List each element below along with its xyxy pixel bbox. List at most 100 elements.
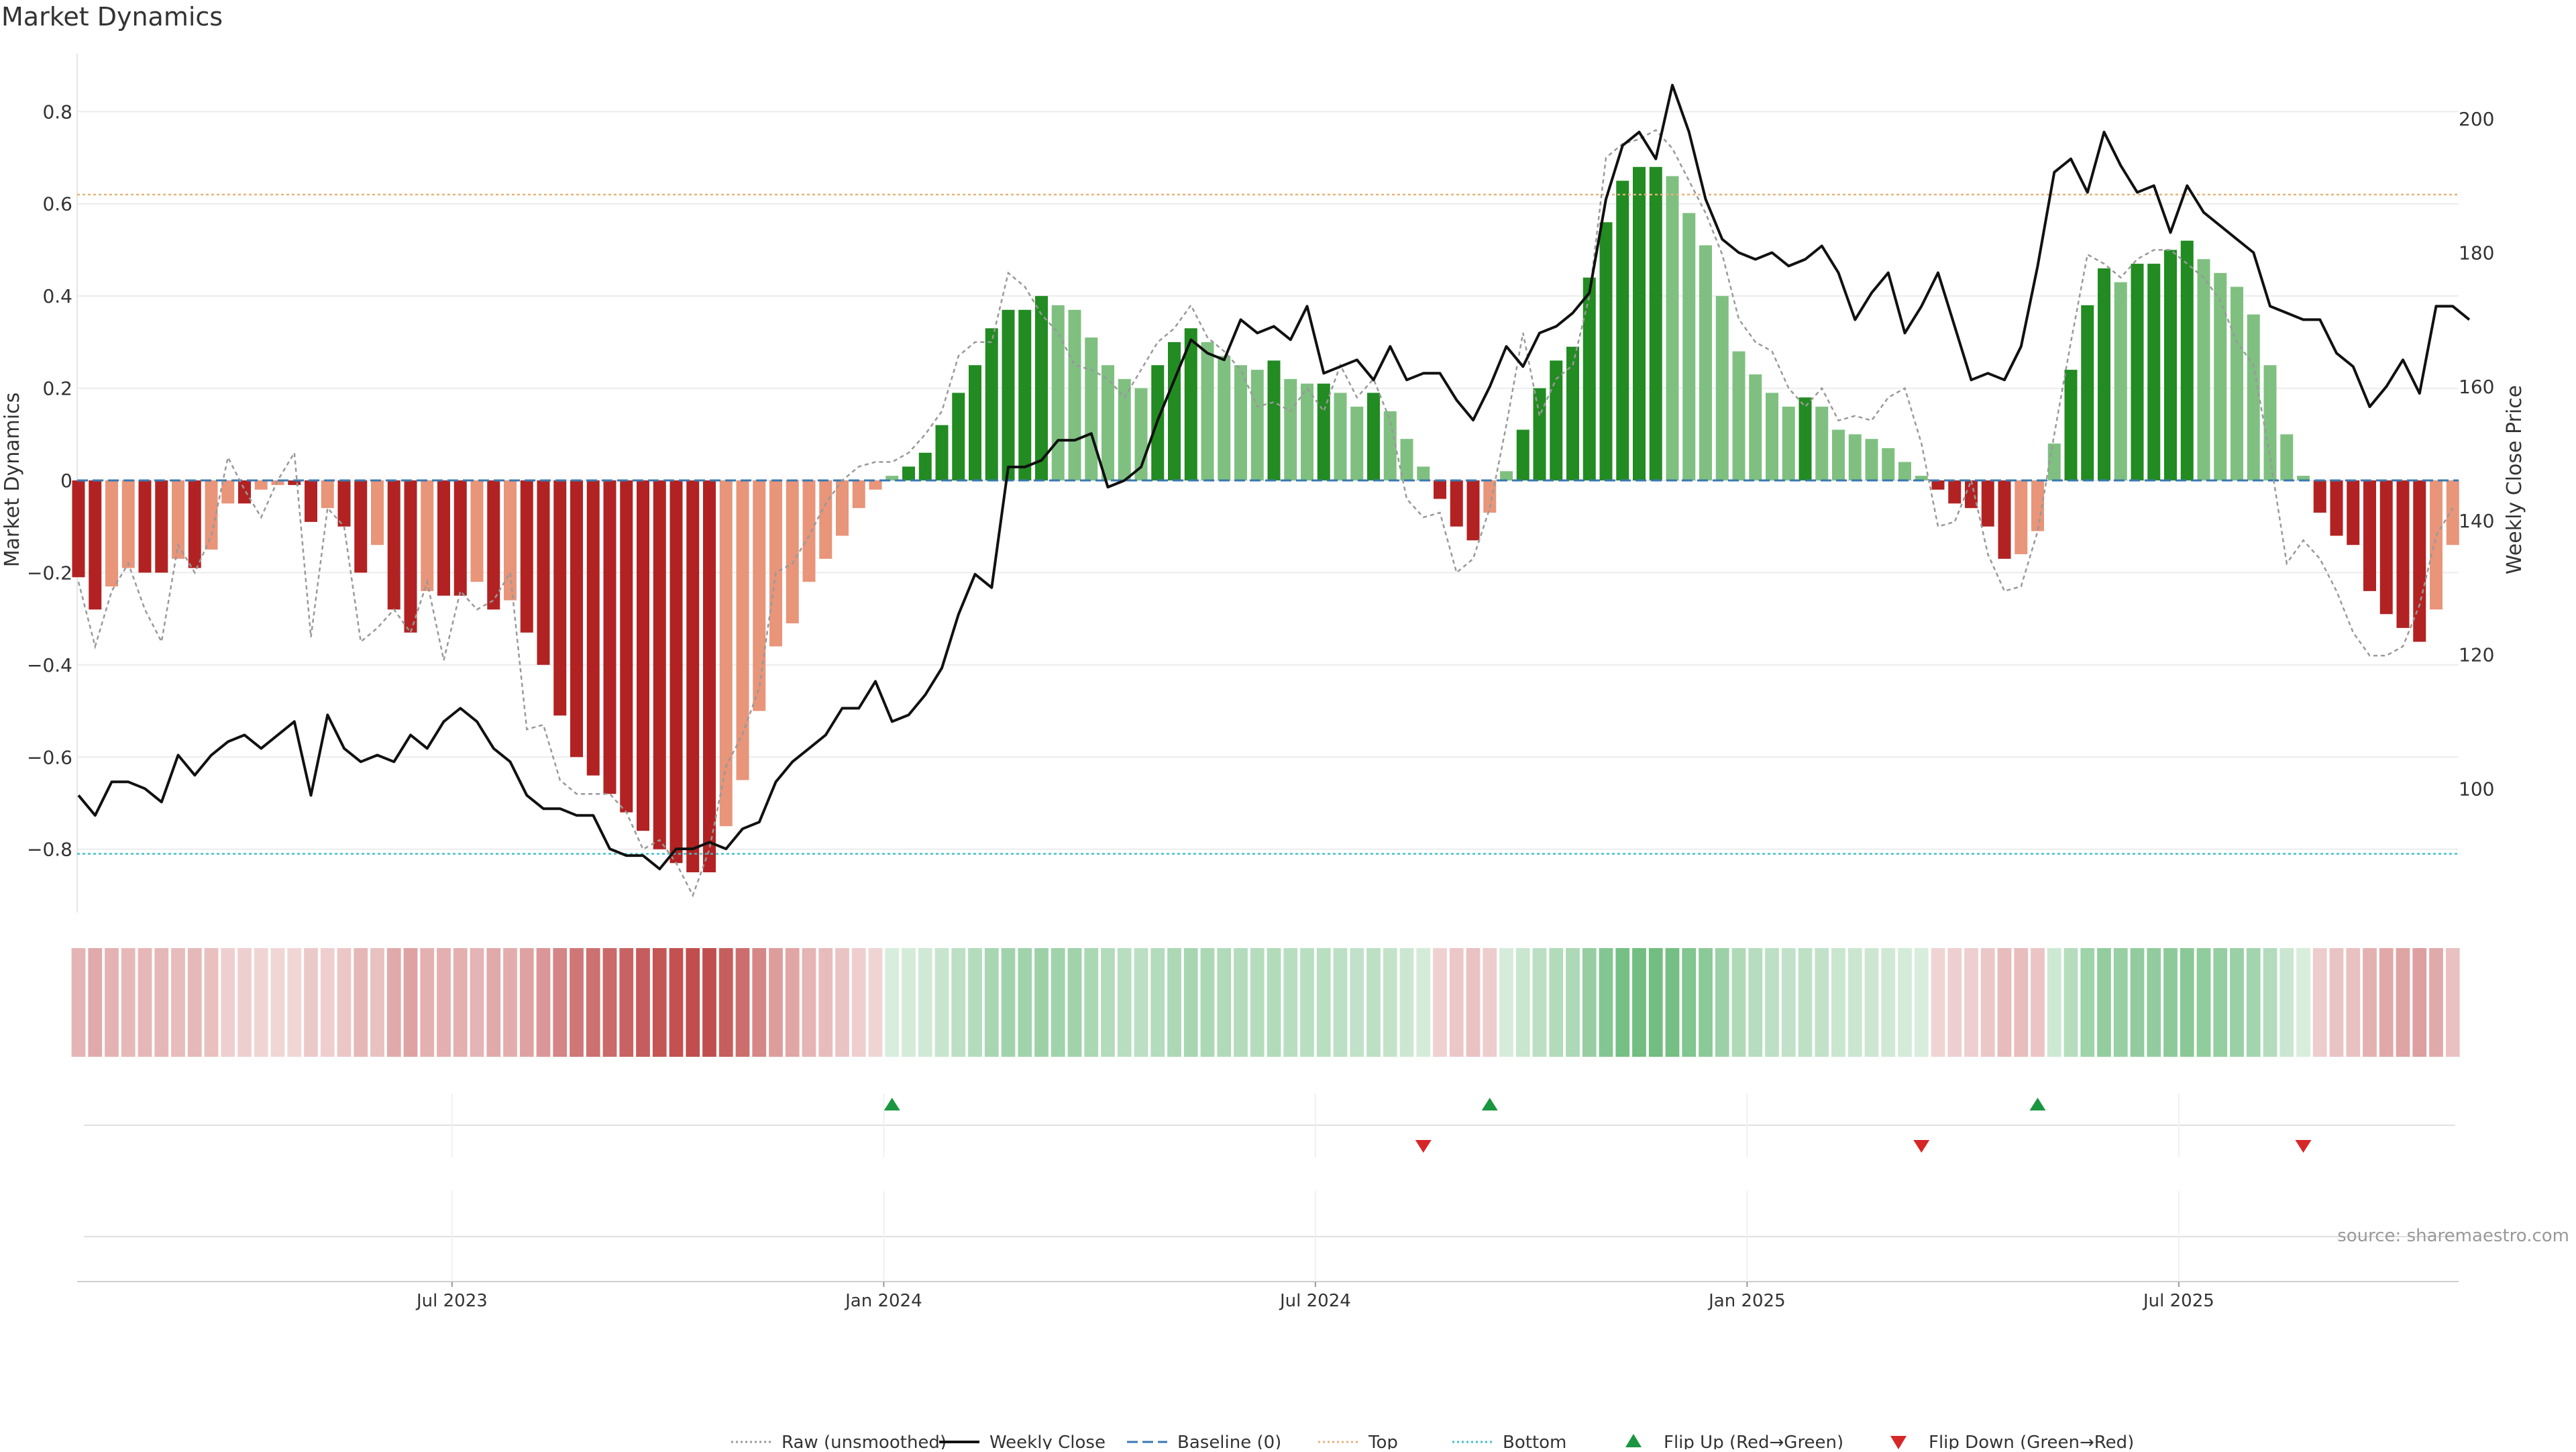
legend-item-6: Flip Down (Green→Red): [1890, 1433, 2134, 1452]
momentum-bar-17: [354, 480, 368, 573]
momentum-heat-strip: [71, 948, 2460, 1057]
strip-cell-8: [204, 948, 219, 1057]
strip-cell-102: [1765, 948, 1779, 1057]
momentum-bar-121: [2081, 305, 2094, 480]
strip-cell-62: [1101, 948, 1115, 1057]
strip-cell-2: [105, 948, 119, 1057]
strip-cell-97: [1682, 948, 1697, 1057]
y-tick-left-2: 0.4: [42, 285, 72, 307]
momentum-bar-107: [1848, 434, 1862, 480]
strip-cell-131: [2246, 948, 2261, 1057]
momentum-bar-74: [1301, 383, 1313, 480]
strip-cell-22: [437, 948, 451, 1057]
momentum-bars: [72, 166, 2459, 873]
y-tick-left-1: 0.6: [42, 193, 72, 215]
strip-cell-94: [1632, 948, 1646, 1057]
strip-cell-39: [718, 948, 733, 1057]
strip-cell-92: [1599, 948, 1613, 1057]
strip-cell-23: [453, 948, 468, 1057]
strip-cell-42: [769, 948, 783, 1057]
momentum-bar-43: [786, 480, 799, 623]
strip-cell-79: [1383, 948, 1397, 1057]
momentum-bar-132: [2263, 365, 2277, 480]
axis-ticks: 0.8 0.6 0.4 0.2 0 −0.2 −0.4 −0.6 −0.8 200 180 160 14…: [27, 101, 2494, 1311]
strip-cell-95: [1648, 948, 1663, 1057]
strip-cell-105: [1815, 948, 1829, 1057]
strip-cell-54: [968, 948, 982, 1057]
legend-item-2: Baseline (0): [1127, 1433, 1281, 1452]
strip-cell-100: [1731, 948, 1746, 1057]
momentum-bar-100: [1732, 351, 1746, 480]
strip-cell-122: [2097, 948, 2111, 1057]
momentum-bar-133: [2280, 434, 2294, 480]
momentum-bar-12: [271, 480, 284, 485]
strip-cell-141: [2412, 948, 2427, 1057]
strip-cell-130: [2230, 948, 2244, 1057]
legend-label-6: Flip Down (Green→Red): [1929, 1433, 2134, 1449]
flip-down-marker-5: [2295, 1140, 2312, 1153]
strip-cell-69: [1217, 948, 1232, 1057]
legend-label-1: Weekly Close: [989, 1433, 1106, 1449]
momentum-bar-104: [1799, 397, 1812, 480]
momentum-bar-95: [1649, 166, 1662, 480]
momentum-bar-2: [105, 480, 118, 587]
strip-cell-11: [254, 948, 268, 1057]
momentum-bar-24: [470, 480, 484, 582]
strip-cell-35: [652, 948, 667, 1057]
momentum-bar-46: [836, 480, 849, 536]
momentum-bar-91: [1582, 277, 1596, 480]
momentum-bar-44: [802, 480, 816, 582]
momentum-bar-122: [2098, 268, 2110, 480]
momentum-bar-9: [221, 480, 235, 504]
momentum-bar-66: [1168, 342, 1181, 480]
momentum-bar-18: [371, 480, 384, 546]
strip-cell-136: [2329, 948, 2344, 1057]
momentum-bar-30: [570, 480, 583, 758]
strip-cell-7: [187, 948, 202, 1057]
strip-cell-50: [902, 948, 916, 1057]
momentum-bar-119: [2047, 444, 2061, 480]
strip-cell-73: [1283, 948, 1298, 1057]
momentum-bar-6: [172, 480, 184, 559]
momentum-bar-106: [1832, 429, 1845, 480]
strip-cell-138: [2363, 948, 2377, 1057]
momentum-bar-70: [1234, 365, 1247, 480]
momentum-bar-4: [138, 480, 152, 573]
momentum-bar-71: [1250, 370, 1264, 480]
strip-cell-38: [702, 948, 716, 1057]
momentum-bar-59: [1051, 305, 1065, 480]
y-tick-left-5: −0.2: [27, 562, 72, 584]
momentum-bar-115: [1981, 480, 1994, 527]
strip-cell-137: [2346, 948, 2361, 1057]
momentum-bar-49: [885, 476, 899, 480]
strip-cell-52: [934, 948, 949, 1057]
legend-item-1: Weekly Close: [939, 1433, 1106, 1452]
momentum-bar-27: [520, 480, 533, 633]
momentum-bar-103: [1782, 407, 1795, 480]
momentum-bar-88: [1533, 388, 1546, 480]
strip-cell-30: [570, 948, 584, 1057]
momentum-bar-87: [1516, 429, 1529, 480]
strip-cell-118: [2031, 948, 2045, 1057]
strip-cell-115: [1980, 948, 1995, 1057]
strip-cell-91: [1582, 948, 1597, 1057]
momentum-bar-3: [121, 480, 135, 568]
y-tick-right-2: 160: [2459, 376, 2494, 398]
strip-cell-98: [1699, 948, 1713, 1057]
strip-cell-48: [868, 948, 883, 1057]
strip-cell-127: [2180, 948, 2194, 1057]
momentum-bar-8: [205, 480, 218, 550]
momentum-bar-21: [421, 480, 434, 591]
legend-label-2: Baseline (0): [1177, 1433, 1281, 1449]
y-tick-left-8: −0.8: [27, 839, 72, 861]
momentum-bar-124: [2131, 264, 2144, 480]
momentum-bar-40: [736, 480, 749, 780]
strip-cell-14: [304, 948, 318, 1057]
strip-cell-77: [1350, 948, 1364, 1057]
momentum-bar-50: [902, 466, 915, 480]
legend-label-3: Top: [1368, 1433, 1398, 1449]
momentum-bar-105: [1815, 407, 1829, 480]
strip-cell-60: [1067, 948, 1082, 1057]
strip-cell-132: [2263, 948, 2277, 1057]
strip-cell-87: [1515, 948, 1530, 1057]
